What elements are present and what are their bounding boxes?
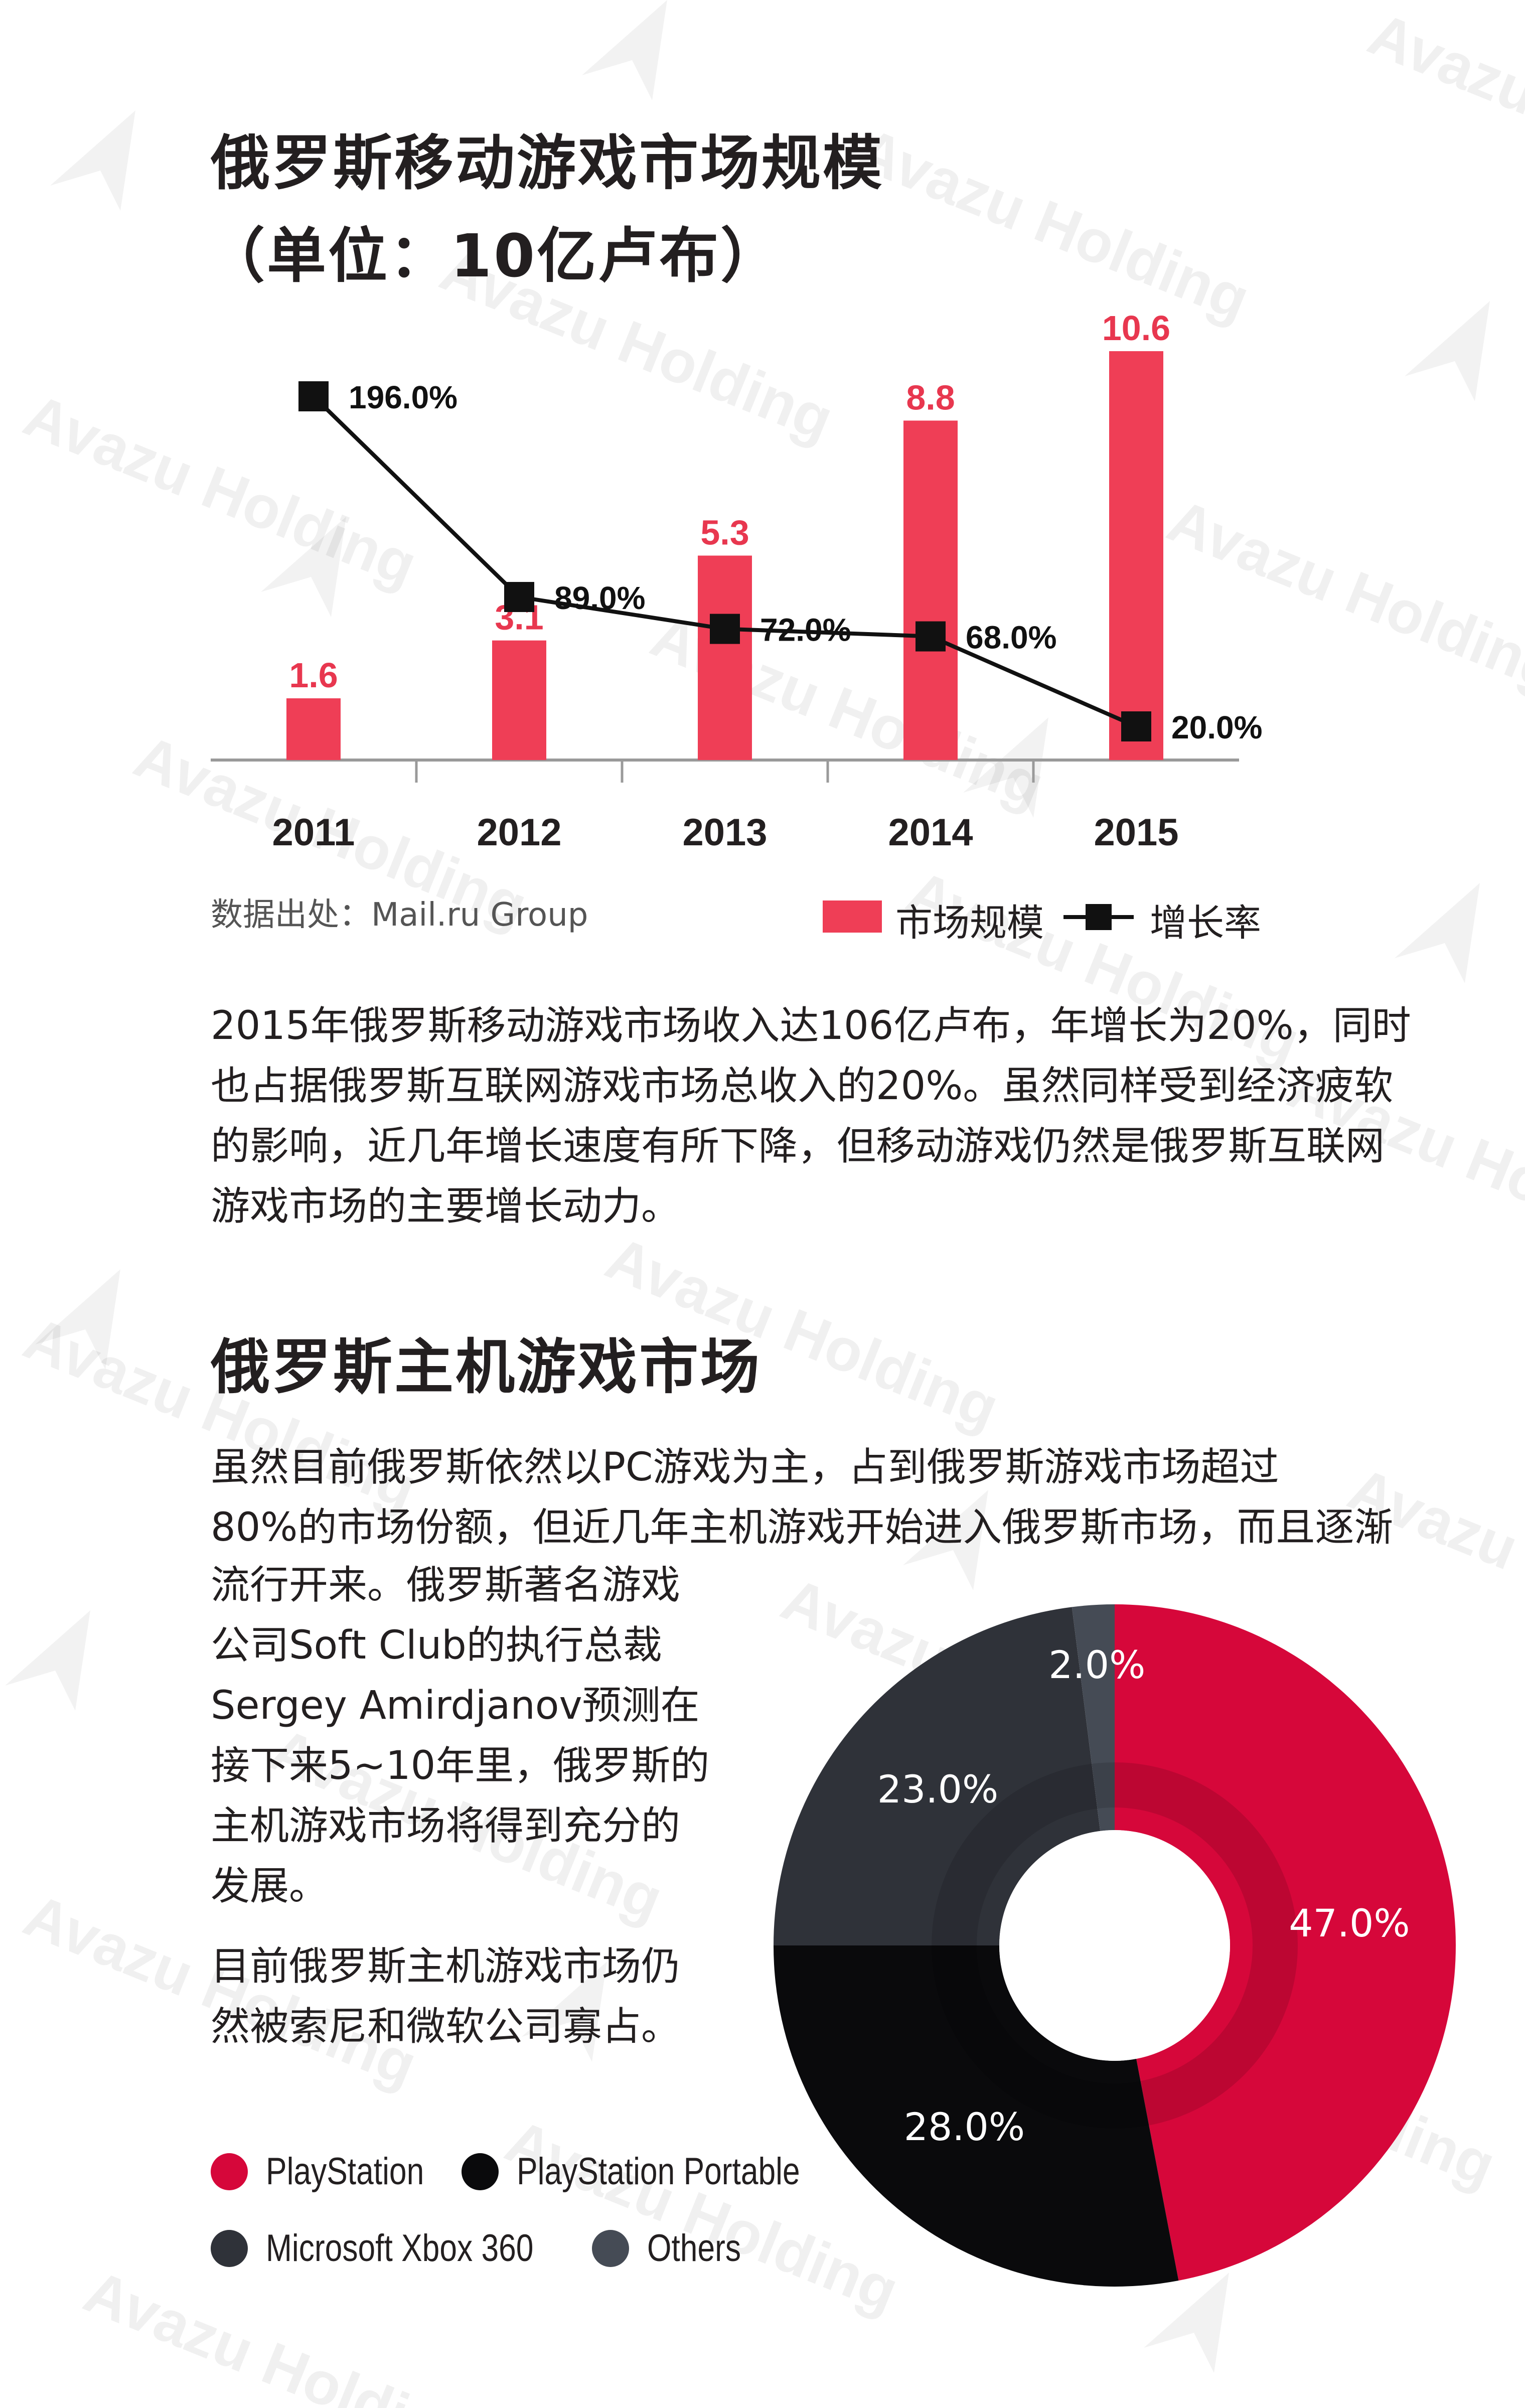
donut-slice-label: 23.0% <box>877 1767 998 1812</box>
growth-rate-label: 68.0% <box>966 620 1056 656</box>
paragraph-line: 2015年俄罗斯移动游戏市场收入达106亿卢布，年增长为20%，同时 <box>211 1003 1411 1048</box>
legend-dot-xbox <box>211 2230 248 2267</box>
bar-value-label: 8.8 <box>906 378 955 417</box>
console-share-donut: 47.0% 28.0% 23.0% 2.0% <box>774 1604 1456 2287</box>
bar-market-size <box>492 640 546 760</box>
donut-slice <box>1072 1604 1115 1831</box>
watermark-logo-icon <box>5 1610 90 1711</box>
legend-dot-psp <box>462 2153 499 2190</box>
legend-line-label: 增长率 <box>1150 902 1261 944</box>
x-tick-label: 2013 <box>682 811 767 854</box>
donut-slice-label: 47.0% <box>1289 1901 1410 1945</box>
watermark-text: Avazu Holding <box>75 2258 486 2408</box>
growth-rate-marker <box>504 582 534 613</box>
bar-value-label: 10.6 <box>1102 309 1170 348</box>
side-line: Sergey Amirdjanov预测在 <box>211 1683 700 1728</box>
legend-line-swatch <box>1063 904 1134 930</box>
growth-rate-marker <box>710 614 740 644</box>
legend-label-others: Others <box>647 2227 741 2270</box>
side-line: 公司Soft Club的执行总裁 <box>211 1623 662 1668</box>
console-side-text-2: 目前俄罗斯主机游戏市场仍 然被索尼和微软公司寡占。 <box>211 1936 680 2057</box>
donut-slice <box>774 1607 1101 1945</box>
intro-line: 虽然目前俄罗斯依然以PC游戏为主，占到俄罗斯游戏市场超过 <box>211 1445 1279 1490</box>
donut-slice <box>774 1945 1179 2287</box>
paragraph-line: 也占据俄罗斯互联网游戏市场总收入的20%。虽然同样受到经济疲软 <box>211 1064 1394 1109</box>
x-tick-label: 2015 <box>1094 811 1178 854</box>
legend-bar-swatch <box>823 900 882 933</box>
bar-value-label: 5.3 <box>700 513 749 552</box>
legend-label-psp: PlayStation Portable <box>517 2150 800 2193</box>
x-tick-label: 2014 <box>888 811 973 854</box>
side-line: 主机游戏市场将得到充分的 <box>211 1803 681 1849</box>
legend-dot-playstation <box>211 2153 248 2190</box>
paragraph-line: 的影响，近几年增长速度有所下降，但移动游戏仍然是俄罗斯互联网 <box>211 1124 1385 1169</box>
side-line: 然被索尼和微软公司寡占。 <box>211 2004 681 2049</box>
legend-label-playstation: PlayStation <box>266 2150 424 2193</box>
legend-label-xbox: Microsoft Xbox 360 <box>266 2227 534 2270</box>
legend-bar-label: 市场规模 <box>895 902 1044 944</box>
bar-market-size <box>1109 351 1163 760</box>
growth-rate-marker <box>916 621 946 652</box>
chart-title-line2: （单位：10亿卢布） <box>206 221 782 290</box>
growth-rate-label: 196.0% <box>349 379 458 415</box>
chart-title-line1: 俄罗斯移动游戏市场规模 <box>211 128 884 198</box>
growth-rate-label: 72.0% <box>760 612 851 648</box>
market-paragraph: 2015年俄罗斯移动游戏市场收入达106亿卢布，年增长为20%，同时 也占据俄罗… <box>211 996 1411 1237</box>
side-line: 流行开来。俄罗斯著名游戏 <box>211 1563 681 1608</box>
growth-rate-marker <box>298 381 329 411</box>
console-side-text: 流行开来。俄罗斯著名游戏 公司Soft Club的执行总裁 Sergey Ami… <box>211 1555 709 1916</box>
donut-slice-label: 2.0% <box>1048 1642 1145 1687</box>
legend-dot-others <box>592 2230 629 2267</box>
growth-rate-label: 89.0% <box>554 580 645 616</box>
donut-slice-label: 28.0% <box>904 2104 1025 2149</box>
watermark-logo-icon <box>35 1269 120 1370</box>
bar-market-size <box>903 420 958 760</box>
growth-rate-label: 20.0% <box>1171 709 1262 745</box>
side-line: 发展。 <box>211 1864 329 1909</box>
side-line: 接下来5~10年里，俄罗斯的 <box>211 1743 710 1788</box>
donut-slice <box>1115 1604 1456 2281</box>
bar-market-size <box>286 698 341 760</box>
bar-market-size <box>698 555 752 760</box>
data-source: 数据出处：Mail.ru Group <box>211 896 588 934</box>
side-line: 目前俄罗斯主机游戏市场仍 <box>211 1944 681 1989</box>
paragraph-line: 游戏市场的主要增长动力。 <box>211 1184 681 1229</box>
x-tick-label: 2011 <box>272 811 355 854</box>
console-intro: 虽然目前俄罗斯依然以PC游戏为主，占到俄罗斯游戏市场超过 80%的市场份额，但近… <box>211 1437 1393 1558</box>
x-tick-label: 2012 <box>477 811 561 854</box>
intro-line: 80%的市场份额，但近几年主机游戏开始进入俄罗斯市场，而且逐渐 <box>211 1505 1394 1550</box>
donut-inner-shade <box>932 1762 1298 2129</box>
watermark-logo-icon <box>1395 883 1480 983</box>
donut-hole <box>999 1830 1230 2061</box>
bar-value-label: 1.6 <box>289 656 338 695</box>
console-section-title: 俄罗斯主机游戏市场 <box>211 1332 762 1402</box>
growth-rate-marker <box>1121 711 1151 741</box>
